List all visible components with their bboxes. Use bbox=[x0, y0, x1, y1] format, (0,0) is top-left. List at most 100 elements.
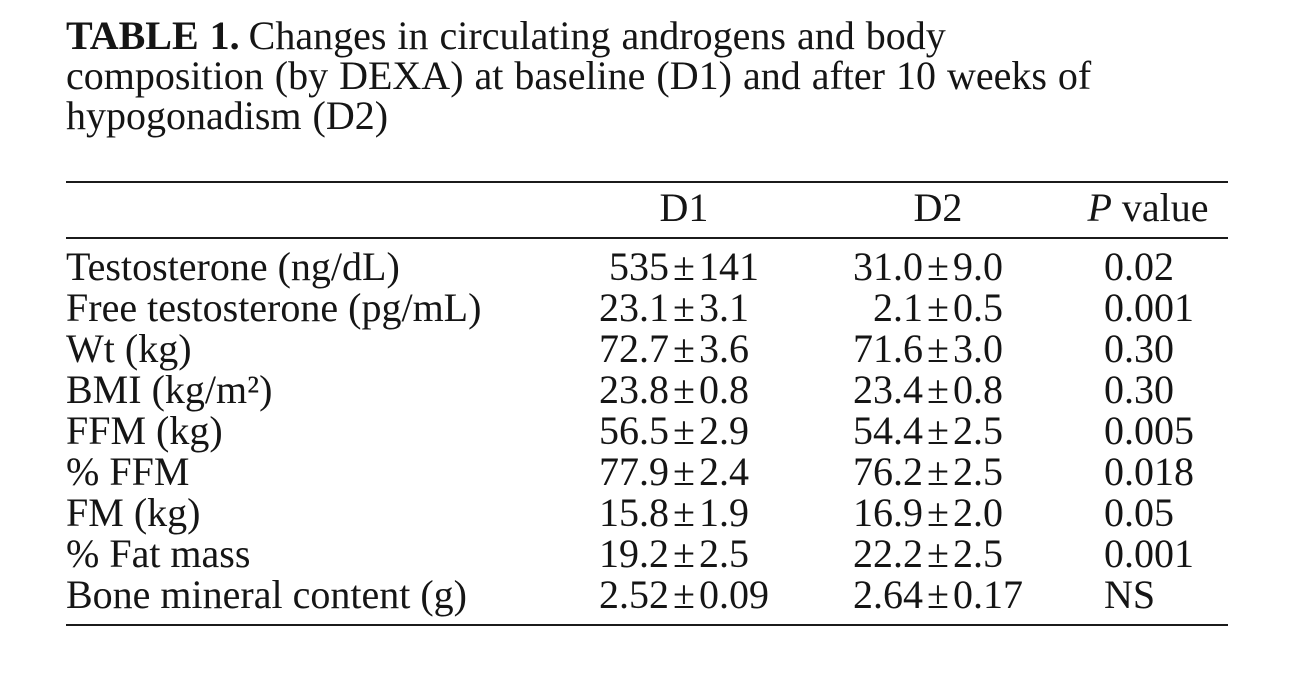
d1-mean-value: 72.7 bbox=[599, 326, 669, 371]
d1-mean-value: 77.9 bbox=[599, 449, 669, 494]
d1-sd-value: 2.9 bbox=[699, 408, 749, 453]
d1-mean-value: 23.1 bbox=[599, 285, 669, 330]
d1-value-cell: 23.8 ±0.8 bbox=[560, 369, 808, 410]
parameter-cell: BMI (kg/m²) bbox=[66, 367, 273, 412]
table-row: Testosterone (ng/dL) 535 ±141 31.0 ±9.0 0.02 bbox=[66, 238, 1228, 287]
d1-value-cell: 23.1 ±3.1 bbox=[560, 287, 808, 328]
d2-sd-value: 0.17 bbox=[953, 572, 1023, 617]
table-row: % Fat mass 19.2 ±2.5 22.2 ±2.5 0.001 bbox=[66, 533, 1228, 574]
table-row: FFM (kg) 56.5 ±2.9 54.4 ±2.5 0.005 bbox=[66, 410, 1228, 451]
parameter-cell: FM (kg) bbox=[66, 490, 201, 535]
col-header-d2: D2 bbox=[808, 182, 1068, 239]
plus-minus-sign: ± bbox=[673, 572, 695, 617]
p-rest: value bbox=[1121, 185, 1209, 230]
d1-mean-value: 2.52 bbox=[599, 572, 669, 617]
table-row: % FFM 77.9 ±2.4 76.2 ±2.5 0.018 bbox=[66, 451, 1228, 492]
parameter-cell: Bone mineral content (g) bbox=[66, 572, 467, 617]
d1-mean-value: 535 bbox=[609, 244, 669, 289]
parameter-cell: FFM (kg) bbox=[66, 408, 223, 453]
d2-value-cell: 23.4 ±0.8 bbox=[808, 369, 1068, 410]
table-caption-line1: Changes in circulating androgens and bod… bbox=[248, 13, 946, 58]
p-italic: P bbox=[1087, 185, 1112, 230]
table-body: Testosterone (ng/dL) 535 ±141 31.0 ±9.0 0.02 F… bbox=[66, 238, 1228, 625]
plus-minus-sign: ± bbox=[927, 490, 949, 535]
plus-minus-sign: ± bbox=[673, 285, 695, 330]
plus-minus-sign: ± bbox=[927, 285, 949, 330]
d2-value-cell: 71.6 ±3.0 bbox=[808, 328, 1068, 369]
d2-value-cell: 31.0 ±9.0 bbox=[808, 238, 1068, 287]
d2-mean-value: 2.64 bbox=[853, 572, 923, 617]
d2-mean-value: 71.6 bbox=[853, 326, 923, 371]
p-value-cell: 0.001 bbox=[1104, 285, 1194, 330]
plus-minus-sign: ± bbox=[673, 367, 695, 412]
d1-mean-value: 23.8 bbox=[599, 367, 669, 412]
d1-value-cell: 19.2 ±2.5 bbox=[560, 533, 808, 574]
plus-minus-sign: ± bbox=[927, 449, 949, 494]
d2-sd-value: 2.5 bbox=[953, 531, 1003, 576]
table-row: Free testosterone (pg/mL) 23.1 ±3.1 2.1 ±0.5… bbox=[66, 287, 1228, 328]
plus-minus-sign: ± bbox=[673, 449, 695, 494]
header-row: D1 D2 P value bbox=[66, 182, 1228, 239]
parameter-cell: Free testosterone (pg/mL) bbox=[66, 285, 482, 330]
d2-mean-value: 31.0 bbox=[853, 244, 923, 289]
d2-sd-value: 2.0 bbox=[953, 490, 1003, 535]
d1-sd-value: 2.4 bbox=[699, 449, 749, 494]
p-value-cell: 0.05 bbox=[1104, 490, 1174, 535]
d2-mean-value: 76.2 bbox=[853, 449, 923, 494]
d2-value-cell: 16.9 ±2.0 bbox=[808, 492, 1068, 533]
plus-minus-sign: ± bbox=[673, 531, 695, 576]
d2-value-cell: 76.2 ±2.5 bbox=[808, 451, 1068, 492]
plus-minus-sign: ± bbox=[927, 572, 949, 617]
plus-minus-sign: ± bbox=[927, 531, 949, 576]
d2-sd-value: 9.0 bbox=[953, 244, 1003, 289]
d1-sd-value: 3.6 bbox=[699, 326, 749, 371]
p-value-cell: 0.018 bbox=[1104, 449, 1194, 494]
d1-sd-value: 141 bbox=[699, 244, 759, 289]
table-row: FM (kg) 15.8 ±1.9 16.9 ±2.0 0.05 bbox=[66, 492, 1228, 533]
table-row: BMI (kg/m²) 23.8 ±0.8 23.4 ±0.8 0.30 bbox=[66, 369, 1228, 410]
d2-mean-value: 22.2 bbox=[853, 531, 923, 576]
plus-minus-sign: ± bbox=[927, 367, 949, 412]
plus-minus-sign: ± bbox=[673, 490, 695, 535]
table-caption: TABLE 1. Changes in circulating androgens… bbox=[66, 16, 1236, 136]
d2-mean-value: 54.4 bbox=[853, 408, 923, 453]
table-row: Bone mineral content (g) 2.52 ±0.09 2.64 ±0.… bbox=[66, 574, 1228, 625]
p-value-cell: 0.02 bbox=[1104, 244, 1174, 289]
d1-value-cell: 72.7 ±3.6 bbox=[560, 328, 808, 369]
d2-value-cell: 54.4 ±2.5 bbox=[808, 410, 1068, 451]
p-value-cell: 0.30 bbox=[1104, 326, 1174, 371]
d1-sd-value: 3.1 bbox=[699, 285, 749, 330]
d1-value-cell: 535 ±141 bbox=[560, 238, 808, 287]
d1-sd-value: 2.5 bbox=[699, 531, 749, 576]
d2-mean-value: 16.9 bbox=[853, 490, 923, 535]
p-value-cell: 0.001 bbox=[1104, 531, 1194, 576]
parameter-cell: Wt (kg) bbox=[66, 326, 192, 371]
d1-mean-value: 56.5 bbox=[599, 408, 669, 453]
plus-minus-sign: ± bbox=[673, 326, 695, 371]
col-header-parameter bbox=[66, 182, 560, 239]
parameter-cell: % FFM bbox=[66, 449, 190, 494]
plus-minus-sign: ± bbox=[673, 408, 695, 453]
p-value-cell: 0.005 bbox=[1104, 408, 1194, 453]
d2-sd-value: 2.5 bbox=[953, 408, 1003, 453]
d1-value-cell: 56.5 ±2.9 bbox=[560, 410, 808, 451]
d1-mean-value: 15.8 bbox=[599, 490, 669, 535]
plus-minus-sign: ± bbox=[673, 244, 695, 289]
parameter-cell: Testosterone (ng/dL) bbox=[66, 244, 400, 289]
d1-sd-value: 0.8 bbox=[699, 367, 749, 412]
d2-sd-value: 2.5 bbox=[953, 449, 1003, 494]
d2-mean-value: 23.4 bbox=[853, 367, 923, 412]
d1-sd-value: 1.9 bbox=[699, 490, 749, 535]
table-caption-line3: hypogonadism (D2) bbox=[66, 93, 389, 138]
col-header-p-value: P value bbox=[1068, 182, 1228, 239]
d2-sd-value: 0.8 bbox=[953, 367, 1003, 412]
parameter-cell: % Fat mass bbox=[66, 531, 251, 576]
plus-minus-sign: ± bbox=[927, 326, 949, 371]
d2-value-cell: 22.2 ±2.5 bbox=[808, 533, 1068, 574]
table-header: D1 D2 P value bbox=[66, 182, 1228, 239]
d1-value-cell: 77.9 ±2.4 bbox=[560, 451, 808, 492]
d1-mean-value: 19.2 bbox=[599, 531, 669, 576]
table-caption-line2: composition (by DEXA) at baseline (D1) a… bbox=[66, 53, 1092, 98]
plus-minus-sign: ± bbox=[927, 408, 949, 453]
